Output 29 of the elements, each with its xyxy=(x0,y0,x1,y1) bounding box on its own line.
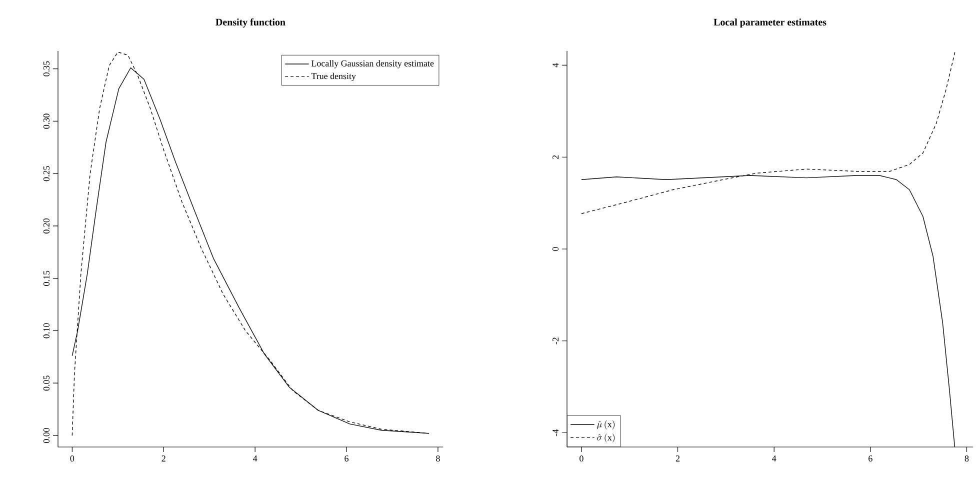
y-tick-label: 0.20 xyxy=(43,218,50,234)
y-tick-label: 0.30 xyxy=(43,114,50,129)
y-tick-label: -4 xyxy=(552,429,559,436)
x-tick-label: 0 xyxy=(70,455,74,462)
x-tick-label: 0 xyxy=(580,455,584,462)
legend-label: Locally Gaussian density estimate xyxy=(311,60,434,68)
y-tick-label: -2 xyxy=(552,338,559,344)
legend-label: $\hat{\mu}\left(\mathrm{x}\right)$ xyxy=(596,420,615,430)
x-tick-label: 4 xyxy=(772,455,776,462)
x-tick-label: 6 xyxy=(344,456,348,462)
x-tick-label: 8 xyxy=(436,455,440,462)
x-tick-label: 2 xyxy=(676,456,680,462)
y-tick-label: 4 xyxy=(552,63,559,68)
y-tick-label: 0.15 xyxy=(43,270,50,286)
chart-title: Density function xyxy=(216,18,286,28)
legend-label: True density xyxy=(311,72,356,81)
y-tick-label: 0.05 xyxy=(43,376,50,391)
x-tick-label: 8 xyxy=(964,455,969,462)
legend-label: $\hat{\sigma}\left(\mathrm{x}\right)$ xyxy=(597,434,615,443)
y-tick-label: 0.25 xyxy=(43,166,50,182)
y-tick-label: 0.10 xyxy=(43,323,50,338)
x-tick-label: 6 xyxy=(868,456,872,462)
y-tick-label: 2 xyxy=(552,155,559,159)
x-tick-label: 2 xyxy=(162,456,166,462)
y-tick-label: 0 xyxy=(552,247,559,251)
x-tick-label: 4 xyxy=(253,456,258,462)
y-tick-label: 0.35 xyxy=(43,61,50,76)
y-tick-label: 0.00 xyxy=(43,428,50,443)
chart-title: Local parameter estimates xyxy=(714,18,826,28)
